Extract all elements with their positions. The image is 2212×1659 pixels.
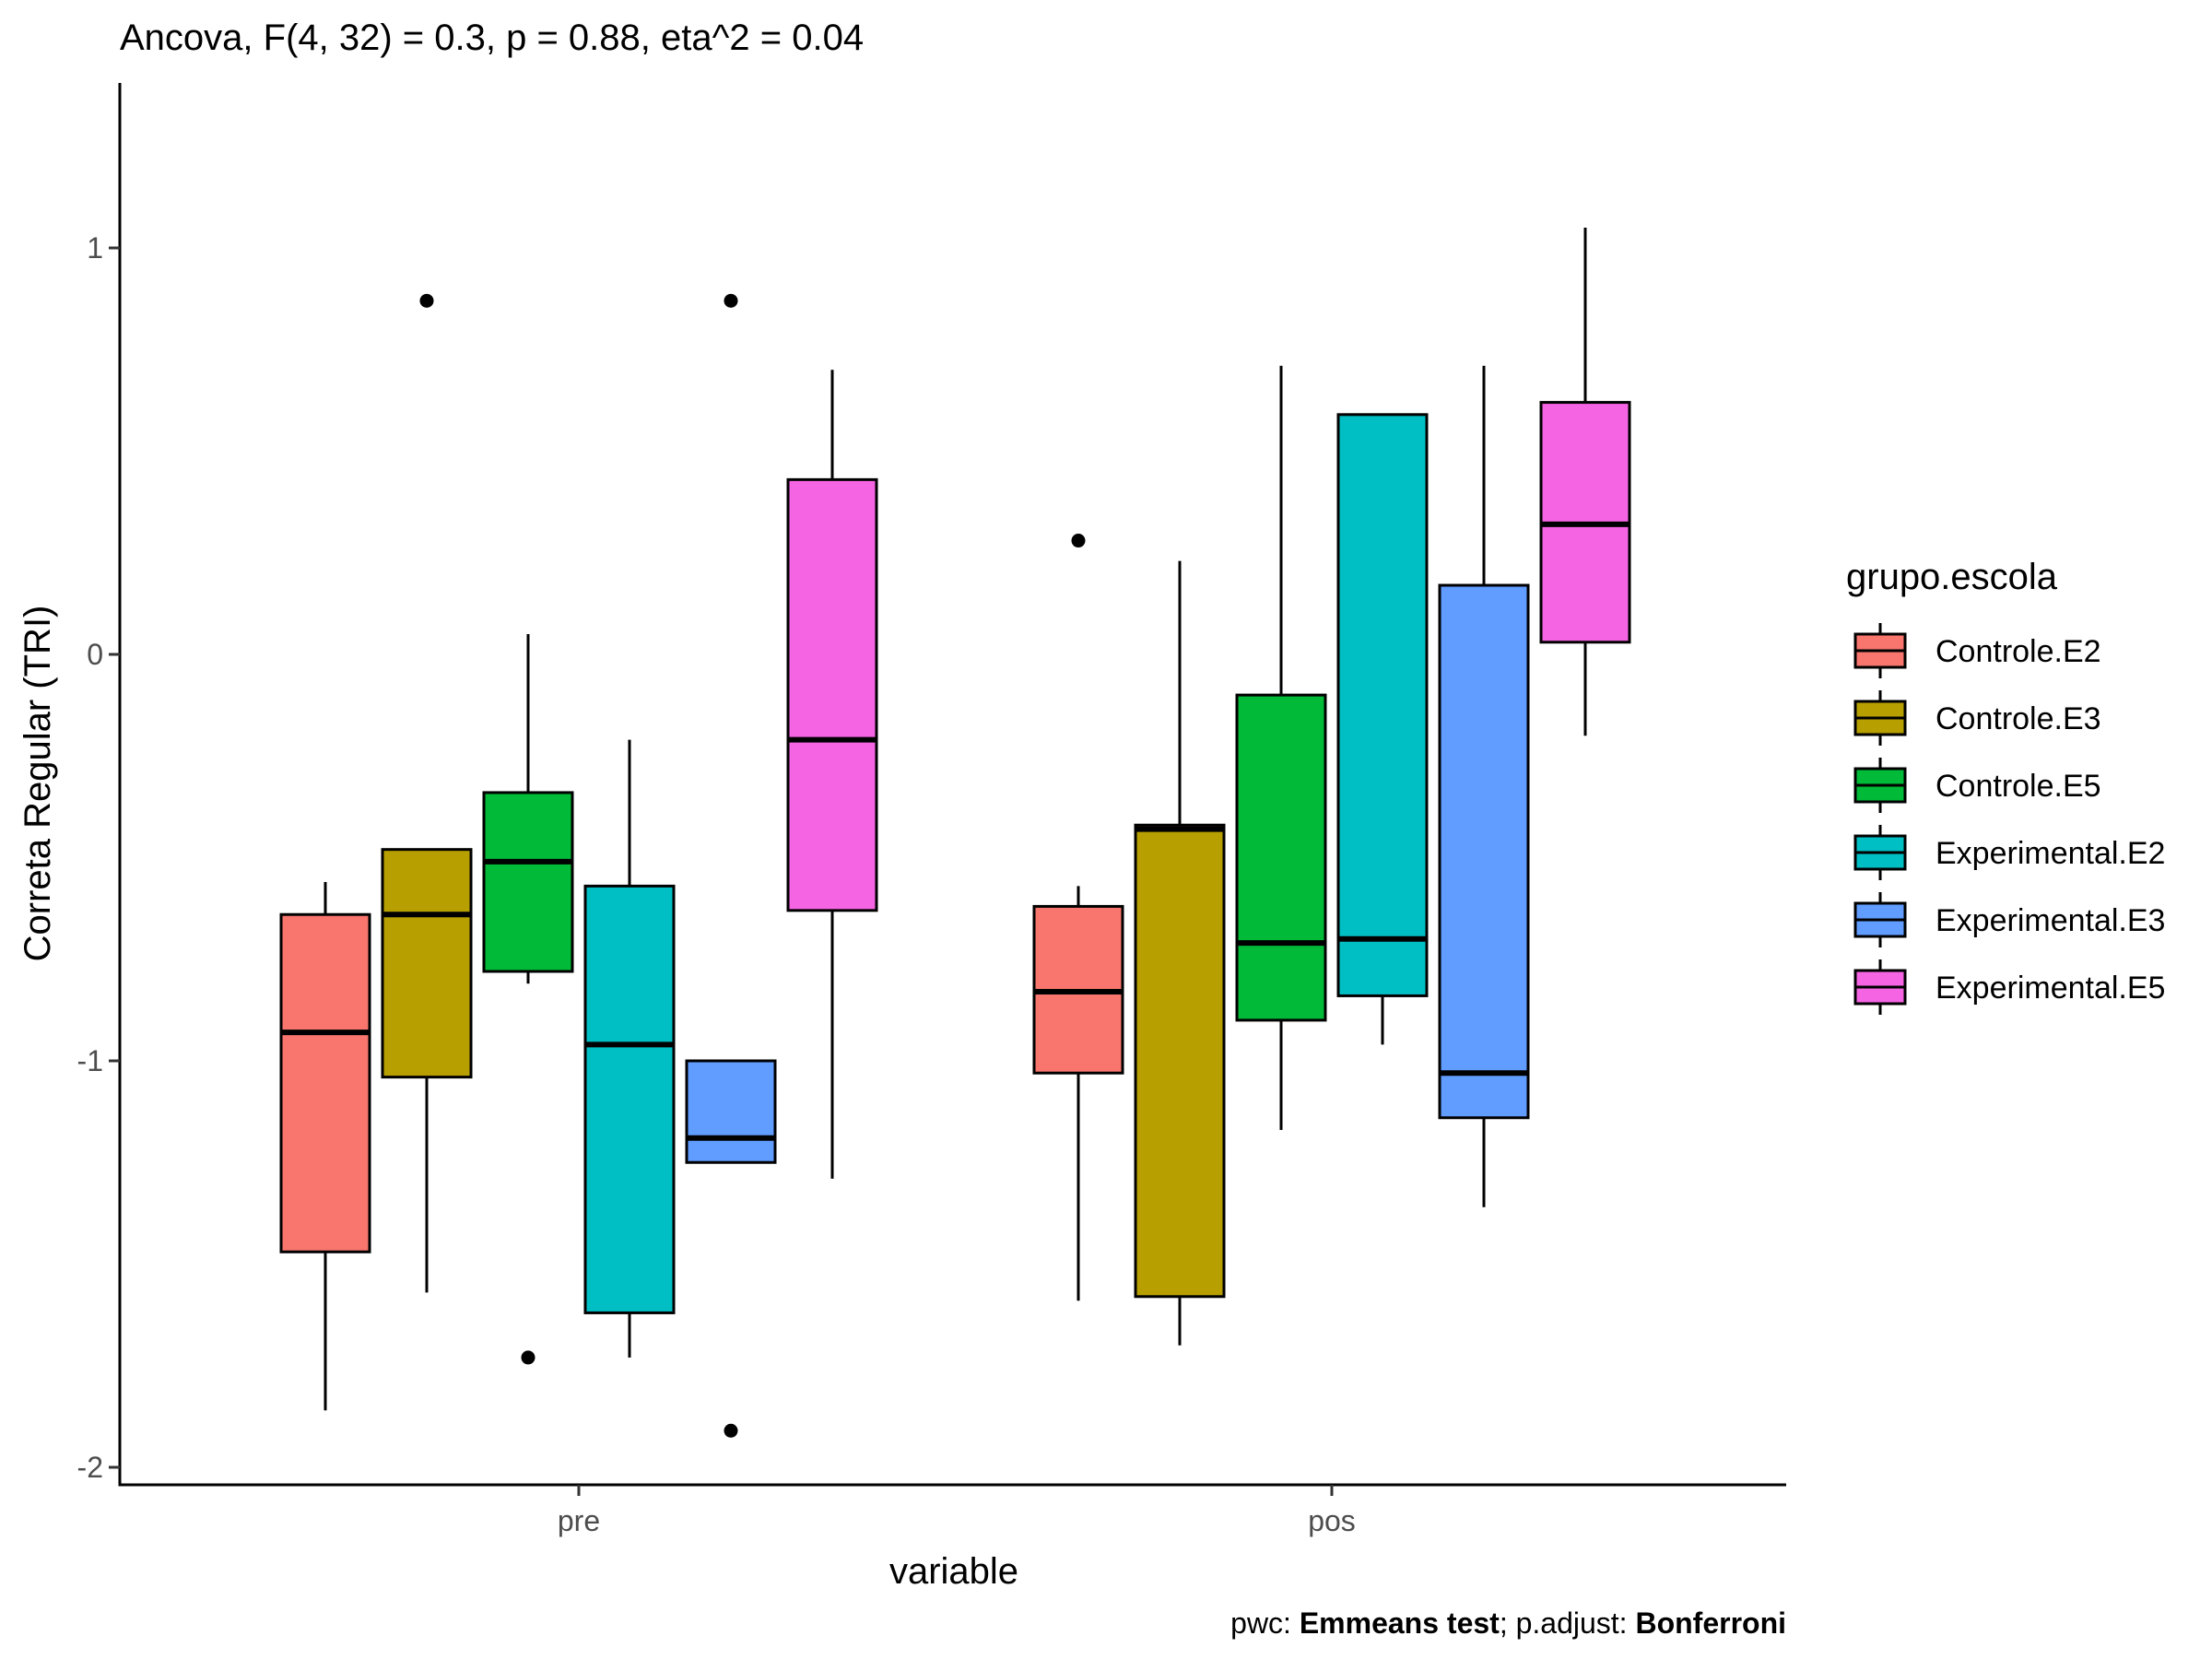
legend-item-experimental-e2: Experimental.E2 [1853,825,2165,880]
legend-label: Experimental.E2 [1936,836,2165,871]
box-controle-e5-pos [1235,365,1327,1130]
legend-item-experimental-e3: Experimental.E3 [1853,892,2165,947]
box-controle-e2-pos [1032,534,1124,1301]
legend-item-controle-e3: Controle.E3 [1853,690,2101,746]
y-tick-label: 1 [87,231,103,265]
box-iqr [1336,413,1429,997]
box-experimental-e3-pre [685,293,777,1438]
plot-area [279,227,1631,1438]
box-controle-e5-pre [482,633,574,1365]
legend-label: Controle.E5 [1936,769,2101,804]
caption-method: Emmeans test [1300,1606,1500,1640]
legend-item-controle-e5: Controle.E5 [1853,758,2101,813]
y-axis-title: Correta Regular (TRI) [18,606,58,962]
legend-title: grupo.escola [1846,557,2058,597]
box-experimental-e5-pos [1539,227,1631,736]
y-tick-label: -2 [77,1451,103,1484]
caption-text-1: pwc: [1230,1606,1300,1640]
y-tick-label: 0 [87,638,103,671]
box-iqr [279,912,371,1253]
box-iqr [381,848,473,1079]
caption-adjust: Bonferroni [1635,1606,1786,1640]
y-tick-label: -1 [77,1044,103,1077]
legend-label: Experimental.E5 [1936,971,2165,1006]
legend: grupo.escola Controle.E2 Controle.E3 Contr… [1846,557,2165,1015]
box-iqr [1438,583,1530,1120]
box-experimental-e3-pos [1438,365,1530,1207]
x-tick-label-pre: pre [558,1504,600,1537]
box-iqr [583,884,676,1314]
box-experimental-e5-pre [786,370,878,1179]
box-iqr [1235,693,1327,1022]
caption: pwc: Emmeans test; p.adjust: Bonferroni [1230,1606,1786,1640]
box-experimental-e2-pre [583,739,676,1358]
caption-text-2: ; p.adjust: [1500,1606,1636,1640]
x-axis-ticks: pre pos [558,1485,1356,1537]
outlier-point [724,1423,738,1438]
box-iqr [685,1059,777,1164]
legend-label: Experimental.E3 [1936,903,2165,938]
box-iqr [1134,823,1226,1299]
x-axis-title: variable [889,1551,1018,1592]
box-iqr [786,477,878,912]
legend-item-experimental-e5: Experimental.E5 [1853,959,2165,1015]
box-controle-e3-pos [1134,560,1226,1346]
y-axis-ticks: -2 -1 0 1 [77,231,120,1484]
x-tick-label-pos: pos [1308,1504,1356,1537]
box-experimental-e2-pos [1336,413,1429,1045]
outlier-point [1071,534,1086,548]
outlier-point [419,293,434,308]
legend-label: Controle.E3 [1936,701,2101,736]
outlier-point [724,293,738,308]
legend-item-controle-e2: Controle.E2 [1853,623,2101,678]
box-controle-e3-pre [381,293,473,1293]
box-iqr [482,791,574,973]
outlier-point [521,1350,535,1365]
chart-title: Ancova, F(4, 32) = 0.3, p = 0.88, eta^2 … [120,18,864,58]
box-controle-e2-pre [279,881,371,1411]
legend-label: Controle.E2 [1936,634,2101,669]
